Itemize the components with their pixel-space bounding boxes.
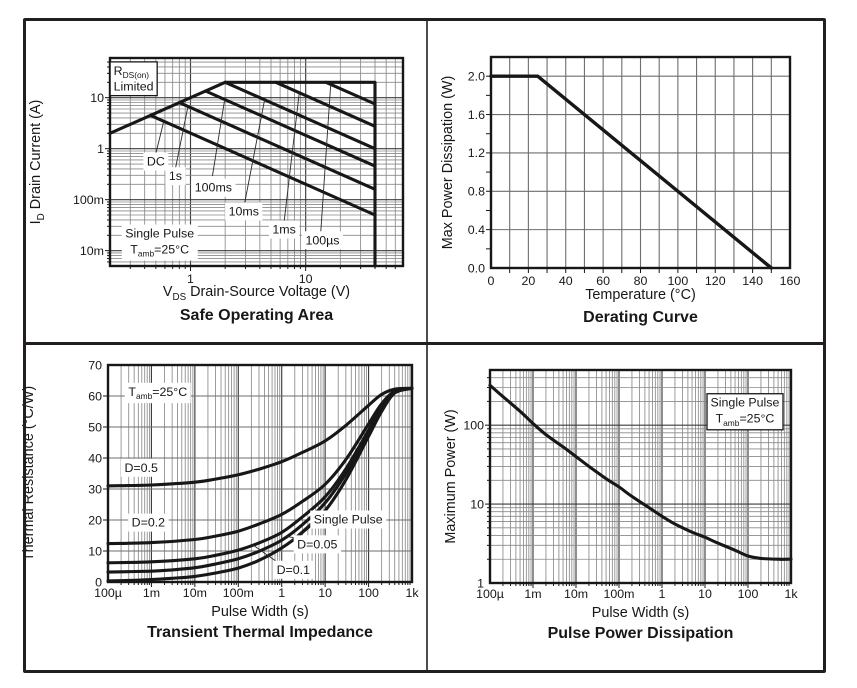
svg-text:0.0: 0.0 — [468, 261, 485, 275]
svg-text:10m: 10m — [564, 587, 588, 601]
svg-text:Transient Thermal Impedance: Transient Thermal Impedance — [147, 624, 373, 641]
svg-text:60: 60 — [88, 389, 102, 403]
svg-text:10: 10 — [88, 544, 102, 558]
svg-text:2.0: 2.0 — [468, 69, 485, 83]
svg-text:40: 40 — [559, 274, 573, 288]
svg-text:D=0.1: D=0.1 — [277, 563, 311, 577]
svg-text:10: 10 — [318, 586, 332, 600]
svg-text:10: 10 — [90, 91, 104, 105]
panel-divider-vertical — [426, 18, 428, 673]
svg-text:20: 20 — [88, 513, 102, 527]
svg-text:0.8: 0.8 — [468, 185, 485, 199]
svg-text:100µ: 100µ — [476, 587, 504, 601]
svg-text:Safe Operating Area: Safe Operating Area — [180, 307, 333, 324]
panel-divider-horizontal — [23, 342, 826, 345]
svg-text:140: 140 — [742, 274, 763, 288]
svg-text:1m: 1m — [524, 587, 541, 601]
pulse-power-dissipation-chart: Single Pulse Tamb=25°C 100µ 1m 10m 100m 1 10 100… — [443, 368, 798, 642]
svg-text:Single Pulse: Single Pulse — [314, 513, 383, 527]
svg-text:80: 80 — [634, 274, 648, 288]
derating-curve-chart: 0 20 40 60 80 100 120 140 160 0.0 0.4 0.8 1.2 1.6 2.0 T… — [440, 55, 801, 326]
svg-text:Derating Curve: Derating Curve — [583, 309, 698, 326]
svg-text:1: 1 — [187, 272, 194, 286]
svg-text:50: 50 — [88, 420, 102, 434]
svg-text:120: 120 — [705, 274, 726, 288]
svg-text:1.6: 1.6 — [468, 108, 485, 122]
svg-text:100m: 100m — [223, 586, 254, 600]
svg-text:100: 100 — [738, 587, 759, 601]
svg-text:1: 1 — [97, 142, 104, 156]
svg-text:Temperature (°C): Temperature (°C) — [585, 287, 696, 303]
svg-text:70: 70 — [88, 358, 102, 372]
svg-text:Max Power Dissipation (W): Max Power Dissipation (W) — [440, 76, 456, 250]
svg-text:D=0.05: D=0.05 — [297, 537, 337, 551]
svg-text:0.4: 0.4 — [468, 223, 485, 237]
svg-text:Pulse Width (s): Pulse Width (s) — [592, 605, 690, 621]
svg-text:1m: 1m — [143, 586, 160, 600]
svg-text:1ms: 1ms — [272, 223, 295, 237]
svg-text:Pulse Width (s): Pulse Width (s) — [211, 604, 309, 620]
svg-text:VDS Drain-Source Voltage (V): VDS Drain-Source Voltage (V) — [163, 284, 350, 303]
svg-text:10m: 10m — [183, 586, 207, 600]
svg-text:160: 160 — [780, 274, 801, 288]
svg-text:1s: 1s — [169, 169, 182, 183]
svg-text:100m: 100m — [604, 587, 635, 601]
svg-text:10: 10 — [299, 272, 313, 286]
svg-text:40: 40 — [88, 451, 102, 465]
svg-text:1: 1 — [659, 587, 666, 601]
svg-text:Maximum Power (W): Maximum Power (W) — [443, 409, 459, 543]
svg-text:1k: 1k — [405, 586, 419, 600]
svg-text:10m: 10m — [80, 244, 104, 258]
svg-text:100: 100 — [358, 586, 379, 600]
safe-operating-area-chart: RDS(on) Limited Single Pulse Tamb=25°C DC 1s 1… — [28, 56, 405, 324]
svg-text:30: 30 — [88, 482, 102, 496]
svg-text:100µ: 100µ — [94, 586, 122, 600]
svg-text:100: 100 — [463, 418, 484, 432]
transient-thermal-impedance-chart: Tamb=25°C D=0.5 D=0.2 Single Pulse D=0.05 D=0… — [21, 358, 419, 641]
svg-text:Pulse Power Dissipation: Pulse Power Dissipation — [548, 625, 734, 642]
svg-text:60: 60 — [596, 274, 610, 288]
svg-text:10ms: 10ms — [229, 204, 259, 218]
svg-text:1: 1 — [278, 586, 285, 600]
svg-text:RDS(on)Limited: RDS(on) Limited — [114, 64, 154, 94]
svg-text:10: 10 — [470, 497, 484, 511]
svg-text:1: 1 — [477, 576, 484, 590]
svg-text:10: 10 — [698, 587, 712, 601]
svg-text:DC: DC — [147, 155, 165, 169]
svg-text:100ms: 100ms — [195, 181, 232, 195]
svg-text:100µs: 100µs — [305, 233, 339, 247]
figure-border — [23, 18, 826, 673]
svg-text:100: 100 — [668, 274, 689, 288]
svg-text:1.2: 1.2 — [468, 146, 485, 160]
svg-text:D=0.5: D=0.5 — [124, 461, 158, 475]
svg-text:20: 20 — [521, 274, 535, 288]
svg-text:0: 0 — [95, 575, 102, 589]
svg-text:Tamb=25°C: Tamb=25°C — [128, 385, 187, 401]
svg-text:D=0.2: D=0.2 — [132, 516, 166, 530]
svg-text:100m: 100m — [73, 193, 104, 207]
svg-text:0: 0 — [488, 274, 495, 288]
svg-text:ID Drain Current (A): ID Drain Current (A) — [28, 100, 47, 225]
svg-text:1k: 1k — [784, 587, 798, 601]
